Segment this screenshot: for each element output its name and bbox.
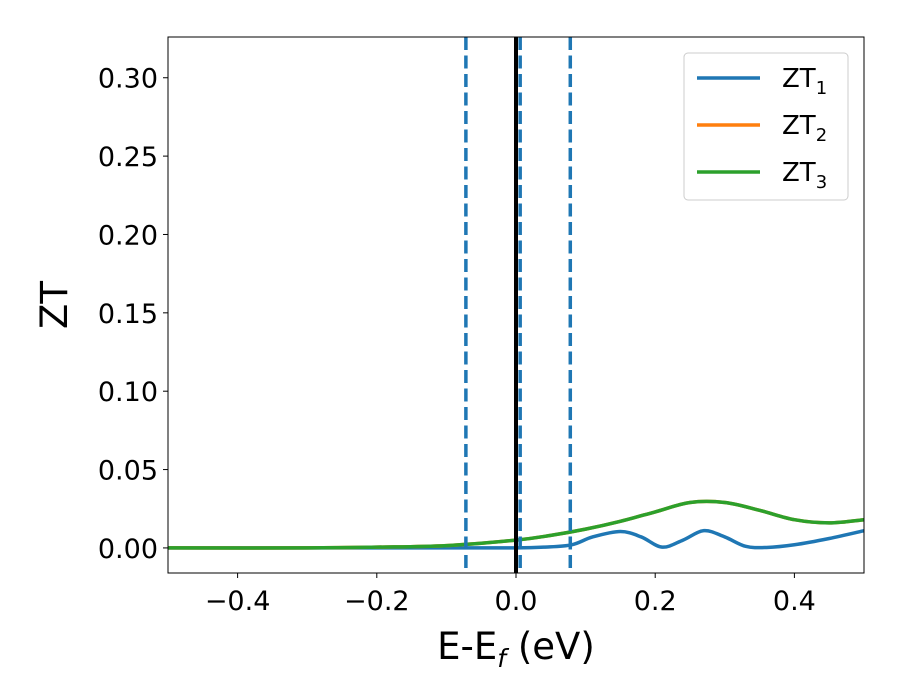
legend-box <box>683 52 849 201</box>
y-tick-label: 0.00 <box>98 534 158 565</box>
legend-label-3: ZT3 <box>782 158 827 193</box>
x-axis-label-main: E-E <box>437 625 497 668</box>
series-line-3 <box>167 499 865 550</box>
series-line-1 <box>167 528 865 550</box>
vertical-lines <box>464 37 573 573</box>
legend-label-2: ZT2 <box>782 111 827 146</box>
plot-lines <box>167 499 865 550</box>
x-tick-label: 0.4 <box>773 586 816 617</box>
y-tick-label: 0.15 <box>98 299 158 330</box>
y-tick-label: 0.05 <box>98 456 158 487</box>
legend: ZT1 ZT2 ZT3 <box>683 52 849 201</box>
y-axis-ticks: 0.00 0.05 0.10 0.15 0.20 0.25 0.30 <box>98 64 168 565</box>
x-axis-label: E-Ef (eV) <box>437 625 595 673</box>
legend-label-1: ZT1 <box>782 64 827 99</box>
y-tick-label: 0.25 <box>98 142 158 173</box>
x-tick-label: 0.2 <box>634 586 677 617</box>
x-axis-label-suffix: (eV) <box>506 625 595 668</box>
x-tick-label: 0.0 <box>495 586 538 617</box>
y-tick-label: 0.30 <box>98 64 158 95</box>
y-axis-label: ZT <box>33 281 76 329</box>
x-tick-label: −0.2 <box>344 586 410 617</box>
x-tick-label: −0.4 <box>205 586 271 617</box>
y-tick-label: 0.10 <box>98 377 158 408</box>
y-tick-label: 0.20 <box>98 220 158 251</box>
x-axis-ticks: −0.4 −0.2 0.0 0.2 0.4 <box>205 573 816 617</box>
